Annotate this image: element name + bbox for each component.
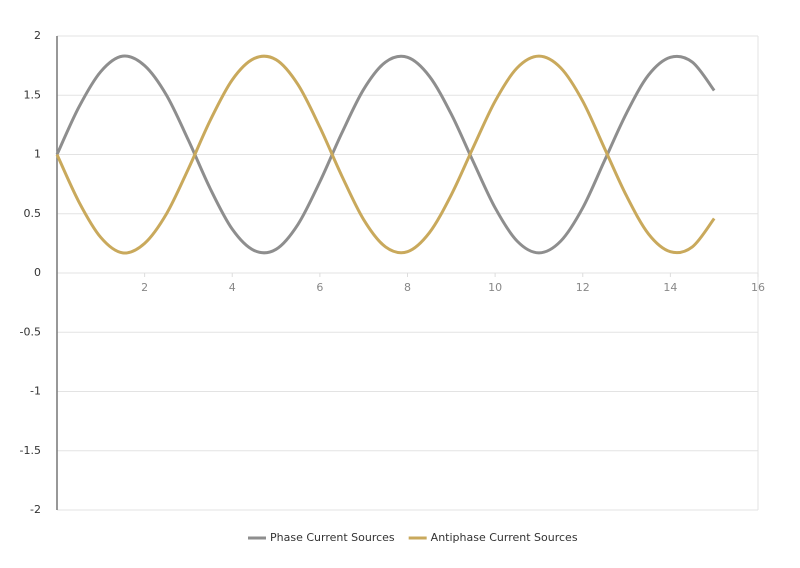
- y-tick-label: -2: [30, 503, 41, 516]
- x-tick-label: 2: [141, 281, 148, 294]
- y-tick-label: -1.5: [20, 444, 41, 457]
- y-tick-label: -0.5: [20, 325, 41, 338]
- x-tick-label: 4: [229, 281, 236, 294]
- x-tick-label: 8: [404, 281, 411, 294]
- y-tick-label: 1: [34, 148, 41, 161]
- series-line: [55, 54, 716, 255]
- x-tick-label: 12: [576, 281, 590, 294]
- x-tick-label: 14: [663, 281, 677, 294]
- y-tick-label: 0: [34, 266, 41, 279]
- legend-label: Antiphase Current Sources: [431, 531, 578, 544]
- x-tick-label: 10: [488, 281, 502, 294]
- legend-label: Phase Current Sources: [270, 531, 395, 544]
- series-line: [55, 54, 716, 255]
- x-tick-label: 6: [316, 281, 323, 294]
- y-tick-label: 0.5: [24, 207, 42, 220]
- y-tick-label: -1: [30, 385, 41, 398]
- y-tick-label: 1.5: [24, 88, 42, 101]
- y-tick-label: 2: [34, 29, 41, 42]
- x-tick-label: 16: [751, 281, 765, 294]
